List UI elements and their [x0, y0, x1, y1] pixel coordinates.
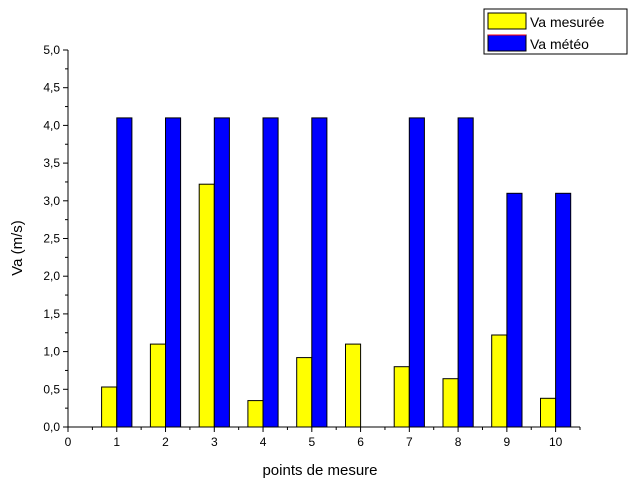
bar-va-mesuree-1: [101, 386, 118, 428]
y-tick-label: 2,0: [43, 269, 60, 283]
y-tick-label: 4,0: [43, 118, 60, 132]
y-tick-label: 1,5: [43, 307, 60, 321]
bar-va-meteo-10: [555, 192, 572, 428]
x-tick-label: 8: [455, 435, 462, 449]
x-tick-label: 4: [260, 435, 267, 449]
y-tick-label: 3,5: [43, 156, 60, 170]
y-tick-label: 1,0: [43, 345, 60, 359]
x-tick-label: 9: [504, 435, 511, 449]
bar-va-meteo-8: [457, 117, 474, 428]
bar-va-mesuree-7: [393, 366, 410, 428]
y-tick-label: 4,5: [43, 81, 60, 95]
bar-va-mesuree-3: [198, 183, 215, 428]
bar-va-meteo-1: [116, 117, 133, 428]
y-tick-label: 2,5: [43, 232, 60, 246]
bar-va-mesuree-4: [247, 400, 264, 428]
bars-layer: [101, 117, 572, 428]
bar-va-meteo-5: [311, 117, 328, 428]
ticks-layer: 0,0 0,5 1,0 1,5 2,0 2,5 3,0 3,5 4,0 4,5 5,0 0 1 2 3 4 5 6…: [43, 43, 581, 449]
x-tick-label: 7: [406, 435, 413, 449]
legend-label-va-mesuree: Va mesurée: [530, 14, 605, 30]
y-tick-label: 0,5: [43, 382, 60, 396]
bar-va-meteo-2: [165, 117, 182, 428]
x-tick-label: 0: [65, 435, 72, 449]
x-tick-label: 2: [162, 435, 169, 449]
y-tick-label: 3,0: [43, 194, 60, 208]
x-tick-label: 3: [211, 435, 218, 449]
y-axis-label: Va (m/s): [9, 220, 26, 276]
bar-va-mesuree-6: [345, 343, 362, 428]
x-tick-label: 1: [113, 435, 120, 449]
bar-va-mesuree-2: [149, 343, 166, 428]
legend-swatch-va-mesuree: [487, 12, 527, 30]
y-tick-label: 0,0: [43, 420, 60, 434]
x-tick-label: 5: [308, 435, 315, 449]
legend-swatch-va-meteo: [487, 34, 527, 52]
x-tick-label: 10: [549, 435, 563, 449]
bar-va-mesuree-5: [296, 357, 313, 428]
x-tick-label: 6: [357, 435, 364, 449]
bar-va-meteo-7: [408, 117, 425, 428]
x-axis-label: points de mesure: [262, 462, 377, 479]
bar-va-mesuree-8: [442, 378, 459, 428]
bar-va-meteo-9: [506, 192, 523, 428]
bar-va-mesuree-9: [491, 334, 508, 428]
legend: Va mesurée Va météo: [483, 8, 628, 55]
bar-va-mesuree-10: [540, 397, 557, 428]
bar-va-meteo-4: [262, 117, 279, 428]
bar-va-meteo-3: [213, 117, 230, 428]
legend-label-va-meteo: Va météo: [530, 36, 589, 52]
y-tick-label: 5,0: [43, 43, 60, 57]
